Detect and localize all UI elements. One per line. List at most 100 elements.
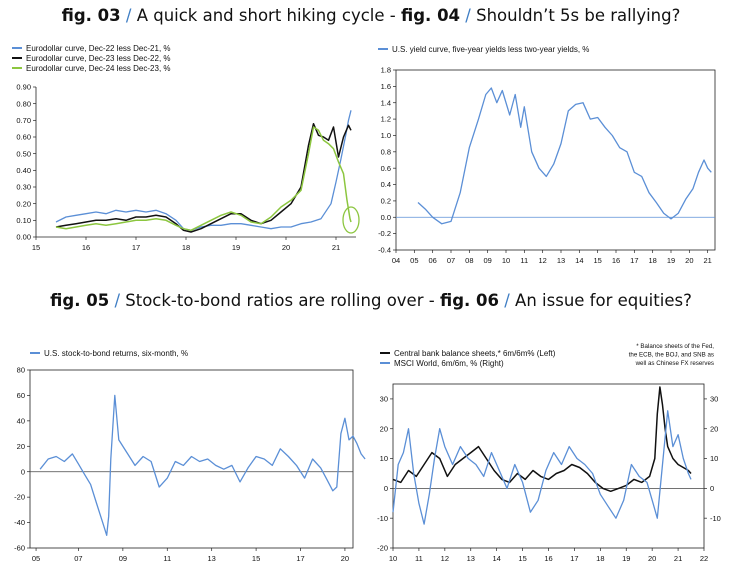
figure-title: A quick and short hiking cycle: [136, 6, 385, 25]
plot-frame: [395, 69, 716, 251]
x-tick-label: 19: [667, 256, 675, 265]
x-tick-label: 11: [415, 554, 423, 563]
y-tick-label: 0.90: [16, 83, 31, 92]
legend-label: U.S. stock-to-bond returns, six-month, %: [44, 349, 188, 358]
separator-dash: -: [428, 291, 435, 310]
x-tick-label: 10: [389, 554, 397, 563]
series-line: [392, 410, 692, 525]
y-tick-label: -0.4: [378, 246, 391, 255]
chart-note: the ECB, the BOJ, and SNB as: [629, 352, 714, 359]
y-tick-label: 1.4: [381, 98, 391, 107]
y-tick-label: 0.60: [16, 133, 31, 142]
series-line: [39, 394, 366, 536]
chart-fig-04: -0.4 -0.2 0.0 0.2 0.4 0.6 0.8 1.0 1.2 1.4 1.6 1.8 04…: [378, 45, 716, 265]
y-tick-label: 10: [380, 454, 388, 463]
legend-label: Eurodollar curve, Dec-23 less Dec-22, %: [26, 54, 171, 63]
y-tick-label: 0.50: [16, 149, 31, 158]
y-tick-label: 0.6: [381, 164, 391, 173]
y-tick-label: 1.6: [381, 82, 391, 91]
x-tick-label: 15: [593, 256, 601, 265]
y-tick-label: 0.80: [16, 99, 31, 108]
y-tick-label: -20: [14, 493, 25, 502]
x-tick-label: 19: [232, 243, 240, 252]
separator: /: [125, 6, 132, 25]
y-tick-label: 0.0: [381, 213, 391, 222]
series-line: [417, 87, 712, 225]
x-tick-label: 04: [392, 256, 400, 265]
figure-title: Shouldn’t 5s be rallying?: [476, 6, 681, 25]
x-tick-label: 21: [674, 554, 682, 563]
y-tick-label: 1.8: [381, 66, 391, 75]
x-tick-label: 21: [703, 256, 711, 265]
x-tick-label: 06: [428, 256, 436, 265]
x-tick-label: 15: [518, 554, 526, 563]
x-tick-label: 15: [32, 243, 40, 252]
x-tick-label: 11: [163, 554, 171, 563]
x-tick-label: 14: [492, 554, 500, 563]
y-tick-label-right: 30: [710, 395, 718, 404]
y-tick-label-right: 10: [710, 454, 718, 463]
figure-number: fig. 03: [61, 6, 121, 25]
legend-label: Eurodollar curve, Dec-22 less Dec-21, %: [26, 44, 171, 53]
y-tick-label: 0.4: [381, 180, 391, 189]
y-tick-label: 0.70: [16, 116, 31, 125]
x-tick-label: 13: [467, 554, 475, 563]
y-tick-label: 0.30: [16, 183, 31, 192]
x-tick-label: 13: [208, 554, 216, 563]
legend-label: MSCI World, 6m/6m, % (Right): [394, 359, 504, 368]
series-line: [55, 126, 352, 232]
figure-heading-row-2: fig. 05 / Stock-to-bond ratios are rolli…: [0, 291, 742, 310]
chart-fig-06: -20 -10 0 10 20 30 -10 0 10 20 30 10 11 12 13 14 15 16 17 1…: [377, 343, 721, 563]
x-tick-label: 18: [596, 554, 604, 563]
y-tick-label: 1.2: [381, 115, 391, 124]
y-tick-label: 1.0: [381, 131, 391, 140]
y-tick-label: -0.2: [378, 229, 391, 238]
y-tick-label: -20: [377, 544, 388, 553]
separator: /: [504, 291, 510, 310]
y-tick-label: 20: [17, 442, 25, 451]
x-tick-label: 12: [538, 256, 546, 265]
figure-title: An issue for equities?: [515, 291, 692, 310]
x-tick-label: 18: [182, 243, 190, 252]
x-tick-label: 09: [119, 554, 127, 563]
x-tick-label: 19: [622, 554, 630, 563]
x-tick-label: 17: [630, 256, 638, 265]
x-tick-label: 12: [441, 554, 449, 563]
series-line: [55, 122, 352, 233]
figure-heading-row-1: fig. 03 / A quick and short hiking cycle…: [0, 6, 742, 25]
y-tick-label: 0.8: [381, 147, 391, 156]
y-tick-label: 0.40: [16, 166, 31, 175]
highlight-circle: [342, 206, 360, 234]
x-tick-label: 20: [341, 554, 349, 563]
x-tick-label: 11: [520, 256, 528, 265]
legend-label: Central bank balance sheets,* 6m/6m% (Le…: [394, 349, 556, 358]
figure-title: Stock-to-bond ratios are rolling over: [125, 291, 424, 310]
y-tick-label-right: -10: [710, 514, 721, 523]
figure-number: fig. 05: [50, 291, 110, 310]
legend-label: Eurodollar curve, Dec-24 less Dec-23, %: [26, 64, 171, 73]
y-tick-label: 20: [380, 424, 388, 433]
y-tick-label: 0.00: [16, 233, 31, 242]
x-tick-label: 16: [82, 243, 90, 252]
x-tick-label: 10: [502, 256, 510, 265]
x-tick-label: 13: [557, 256, 565, 265]
chart-fig-03: 0.00 0.10 0.20 0.30 0.40 0.50 0.60 0.70 0.80 0.90…: [12, 44, 360, 252]
x-tick-label: 18: [648, 256, 656, 265]
separator: /: [465, 6, 471, 25]
x-tick-label: 16: [612, 256, 620, 265]
x-tick-label: 05: [410, 256, 418, 265]
x-tick-label: 09: [483, 256, 491, 265]
x-tick-label: 22: [700, 554, 708, 563]
y-tick-label-right: 0: [710, 484, 714, 493]
figure-number: fig. 06: [439, 291, 499, 310]
x-tick-label: 16: [544, 554, 552, 563]
figure-number: fig. 04: [401, 6, 461, 25]
y-tick-label: 80: [17, 366, 25, 375]
series-line: [55, 110, 352, 231]
chart-note: * Balance sheets of the Fed,: [636, 343, 714, 350]
y-tick-label-right: 20: [710, 424, 718, 433]
y-tick-label: 0.2: [381, 197, 391, 206]
x-tick-label: 20: [648, 554, 656, 563]
y-tick-label: -10: [377, 514, 388, 523]
x-tick-label: 20: [685, 256, 693, 265]
